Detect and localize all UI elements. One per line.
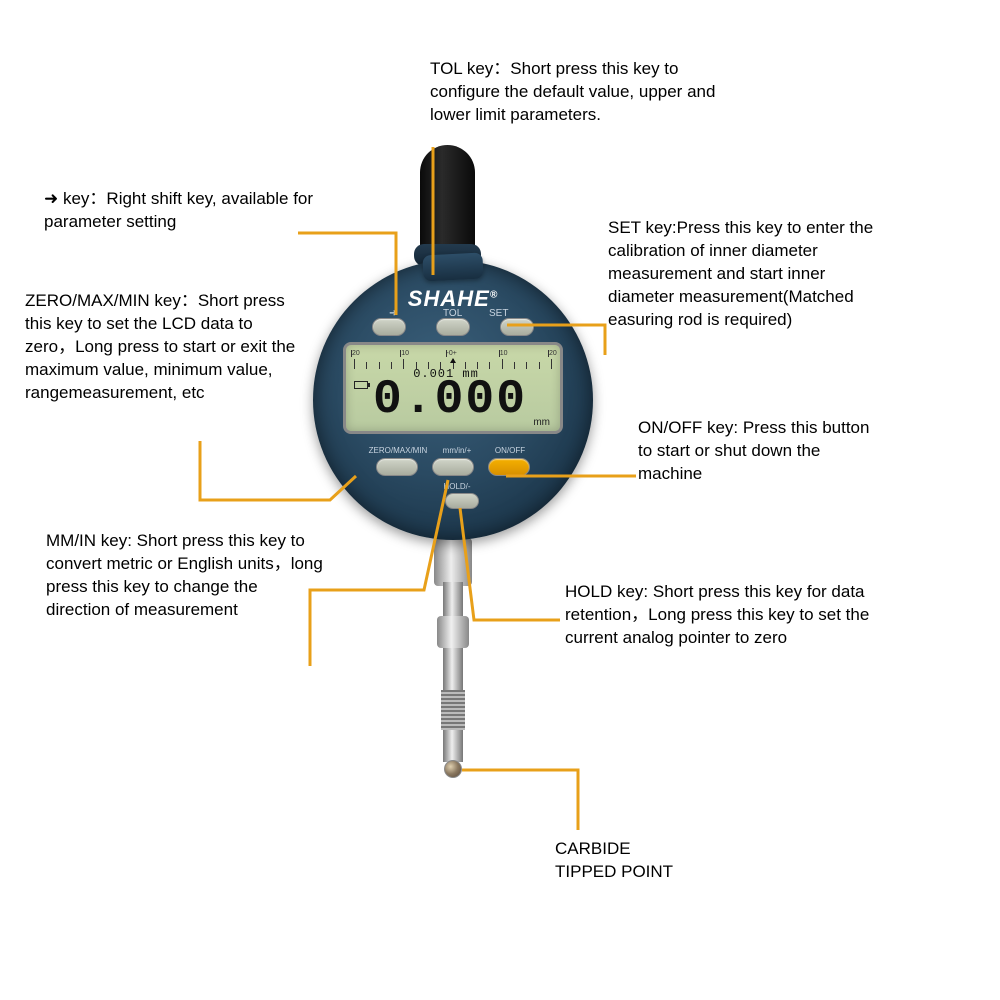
top-button-row xyxy=(313,318,593,336)
callout-onoff: ON/OFF key: Press this button to start o… xyxy=(638,417,888,486)
callout-hold: HOLD key: Short press this key for data … xyxy=(565,581,885,650)
stem-collar xyxy=(434,538,472,586)
on-label: ON/OFF xyxy=(485,446,535,455)
carbide-tip xyxy=(444,760,462,778)
stem-mid xyxy=(437,616,469,648)
callout-mmin: MM/IN key: Short press this key to conve… xyxy=(46,530,326,622)
callout-set: SET key:Press this key to enter the cali… xyxy=(608,217,888,332)
scale-20l: 20 xyxy=(351,350,360,357)
lcd-pointer xyxy=(450,358,456,363)
arrow-button[interactable] xyxy=(372,318,406,336)
lcd-screen: 20 10 -0+ 10 20 0.001 mm 0.000 mm xyxy=(343,342,563,434)
hold-label: HOLD/- xyxy=(433,482,481,491)
tol-button[interactable] xyxy=(436,318,470,336)
callout-tol: TOL key：Short press this key to configur… xyxy=(430,58,730,127)
zero-label: ZERO/MAX/MIN xyxy=(368,446,428,455)
scale-10r: 10 xyxy=(499,350,508,357)
indicator-body: SHAHE® ➜ TOL SET 20 10 -0+ 10 20 0.001 m… xyxy=(313,260,593,540)
hold-button[interactable] xyxy=(445,493,479,509)
set-button[interactable] xyxy=(500,318,534,336)
mm-label: mm/in/+ xyxy=(433,446,481,455)
top-knob xyxy=(420,145,475,260)
top-lug xyxy=(422,252,483,281)
scale-0: -0+ xyxy=(446,350,457,357)
callout-zero: ZERO/MAX/MIN key：Short press this key to… xyxy=(25,290,305,405)
onoff-button[interactable] xyxy=(488,458,530,476)
leader-tip xyxy=(462,770,578,830)
bottom-button-row xyxy=(313,458,593,476)
lcd-unit: mm xyxy=(533,417,550,428)
scale-10l: 10 xyxy=(400,350,409,357)
stem-shaft xyxy=(443,582,463,762)
scale-20r: 20 xyxy=(548,350,557,357)
mmin-button[interactable] xyxy=(432,458,474,476)
stem-thread xyxy=(441,690,465,730)
callout-arrow: ➜ key：Right shift key, available for par… xyxy=(44,188,324,234)
lcd-reading: 0.000 xyxy=(346,373,554,427)
zero-button[interactable] xyxy=(376,458,418,476)
callout-tip: CARBIDE TIPPED POINT xyxy=(555,838,755,884)
